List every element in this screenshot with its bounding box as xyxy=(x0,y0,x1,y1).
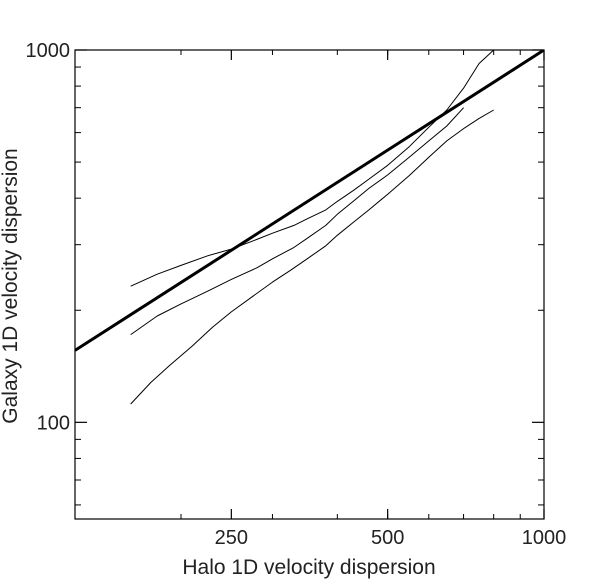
x-tick-label: 1000 xyxy=(522,527,567,549)
x-tick-label: 500 xyxy=(371,527,404,549)
minor-ticks xyxy=(75,50,544,519)
y-tick-label: 100 xyxy=(37,412,70,434)
y-tick-label: 1000 xyxy=(26,40,71,62)
x-tick-label: 250 xyxy=(215,527,248,549)
series-line-1 xyxy=(130,50,495,287)
series-line-2 xyxy=(130,107,464,336)
y-axis-label: Galaxy 1D velocity dispersion xyxy=(0,148,22,423)
one-to-one-line xyxy=(75,50,544,352)
major-ticks xyxy=(75,49,545,519)
x-axis-label: Halo 1D velocity dispersion xyxy=(182,556,435,579)
series-line-3 xyxy=(130,109,494,405)
series-layer xyxy=(75,50,544,405)
tick-labels: 250 500 1000 100 1000 xyxy=(26,40,567,549)
plot-frame xyxy=(74,49,545,520)
